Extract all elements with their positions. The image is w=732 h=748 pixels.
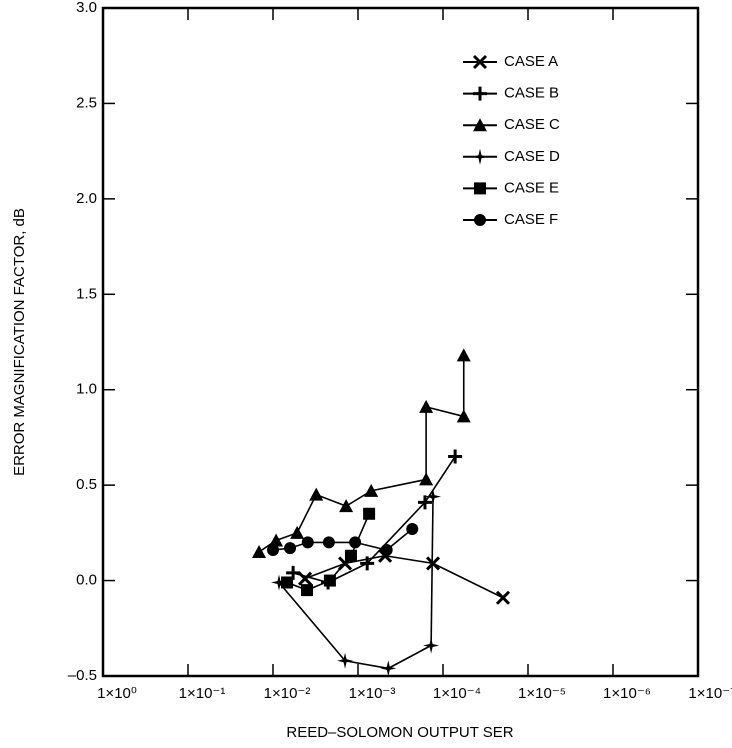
- marker: [419, 472, 434, 486]
- marker: [380, 544, 393, 557]
- marker: [472, 148, 488, 165]
- marker: [337, 652, 354, 669]
- marker: [360, 556, 375, 571]
- legend-label: CASE B: [504, 85, 559, 102]
- marker: [270, 574, 287, 591]
- marker: [425, 488, 442, 505]
- marker: [339, 499, 354, 513]
- plot-frame: [101, 6, 700, 678]
- x-axis-label: REED–SOLOMON OUTPUT SER: [286, 724, 513, 741]
- y-tick-label: 3.0: [76, 0, 97, 16]
- y-tick-label: 2.0: [76, 190, 97, 207]
- marker: [363, 507, 376, 520]
- y-tick-label: 0.0: [76, 572, 97, 589]
- legend-label: CASE D: [504, 148, 560, 165]
- marker: [419, 399, 434, 413]
- marker: [456, 348, 471, 362]
- marker: [448, 449, 463, 464]
- marker: [349, 536, 362, 549]
- marker: [474, 214, 486, 226]
- marker: [417, 495, 432, 510]
- marker: [473, 86, 487, 101]
- y-tick-label: 1.0: [76, 381, 97, 398]
- marker: [252, 544, 267, 558]
- marker: [380, 660, 397, 677]
- y-tick-label: –0.5: [68, 667, 97, 684]
- marker: [344, 549, 357, 562]
- marker: [472, 54, 488, 70]
- marker: [284, 542, 297, 555]
- marker: [269, 533, 284, 547]
- marker: [286, 565, 301, 580]
- marker: [290, 525, 305, 539]
- marker: [309, 487, 324, 501]
- marker: [474, 182, 486, 195]
- y-tick-label: 1.5: [76, 285, 97, 302]
- marker: [473, 118, 487, 132]
- marker: [301, 584, 314, 597]
- x-tick-label: 1×10⁻⁶: [603, 685, 651, 702]
- marker: [456, 409, 471, 423]
- x-tick-label: 1×10⁻⁵: [518, 685, 566, 702]
- legend-label: CASE E: [504, 179, 559, 196]
- marker: [323, 574, 336, 587]
- marker: [423, 637, 440, 654]
- marker: [267, 544, 279, 557]
- x-tick-label: 1×10⁻⁷: [688, 685, 732, 702]
- x-tick-label: 1×10⁻³: [349, 685, 396, 702]
- y-tick-label: 2.5: [76, 94, 97, 111]
- marker: [322, 536, 335, 549]
- y-axis-label: ERROR MAGNIFICATION FACTOR, dB: [11, 208, 28, 476]
- marker: [301, 536, 314, 549]
- marker: [406, 523, 419, 536]
- marker: [495, 590, 511, 605]
- legend-label: CASE C: [504, 116, 560, 133]
- x-tick-label: 1×10⁰: [97, 685, 137, 702]
- legend-label: CASE A: [504, 53, 558, 70]
- series-line: [258, 355, 465, 553]
- marker: [281, 576, 294, 589]
- marker: [425, 556, 441, 571]
- x-tick-label: 1×10⁻²: [264, 685, 311, 702]
- marker: [364, 483, 379, 497]
- x-tick-label: 1×10⁻¹: [179, 685, 226, 702]
- legend-label: CASE F: [504, 211, 558, 228]
- y-tick-label: 0.5: [76, 476, 97, 493]
- x-tick-label: 1×10⁻⁴: [433, 685, 481, 702]
